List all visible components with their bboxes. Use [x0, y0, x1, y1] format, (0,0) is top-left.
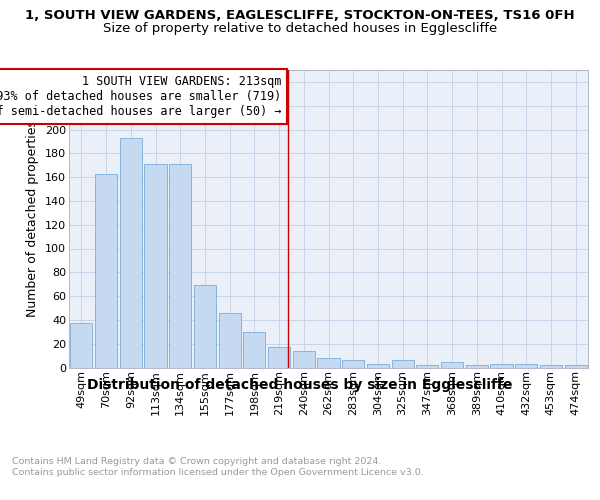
Bar — [392, 360, 414, 368]
Bar — [218, 313, 241, 368]
Bar — [317, 358, 340, 368]
Bar — [565, 365, 587, 368]
Bar — [441, 362, 463, 368]
Text: Distribution of detached houses by size in Egglescliffe: Distribution of detached houses by size … — [87, 378, 513, 392]
Bar — [342, 360, 364, 368]
Bar — [367, 364, 389, 368]
Bar — [169, 164, 191, 368]
Y-axis label: Number of detached properties: Number of detached properties — [26, 120, 40, 318]
Bar — [95, 174, 117, 368]
Bar — [293, 351, 315, 368]
Bar — [540, 365, 562, 368]
Text: 1 SOUTH VIEW GARDENS: 213sqm
← 93% of detached houses are smaller (719)
6% of se: 1 SOUTH VIEW GARDENS: 213sqm ← 93% of de… — [0, 75, 281, 118]
Bar — [70, 324, 92, 368]
Bar — [194, 286, 216, 368]
Bar — [268, 348, 290, 368]
Bar — [490, 364, 512, 368]
Bar — [119, 138, 142, 368]
Text: Size of property relative to detached houses in Egglescliffe: Size of property relative to detached ho… — [103, 22, 497, 35]
Text: Contains HM Land Registry data © Crown copyright and database right 2024.
Contai: Contains HM Land Registry data © Crown c… — [12, 458, 424, 477]
Bar — [466, 365, 488, 368]
Bar — [416, 365, 439, 368]
Bar — [515, 364, 538, 368]
Bar — [243, 332, 265, 368]
Bar — [145, 164, 167, 368]
Text: 1, SOUTH VIEW GARDENS, EAGLESCLIFFE, STOCKTON-ON-TEES, TS16 0FH: 1, SOUTH VIEW GARDENS, EAGLESCLIFFE, STO… — [25, 9, 575, 22]
